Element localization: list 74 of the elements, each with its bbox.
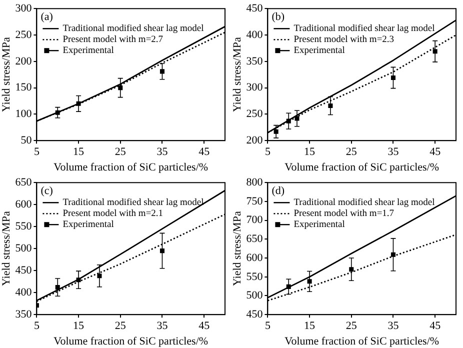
y-tick-label: 350	[246, 55, 264, 68]
legend-label: Traditional modified shear lag model	[294, 198, 436, 208]
y-tick-label: 250	[15, 28, 32, 41]
x-tick-label: 25	[346, 320, 358, 332]
x-tick-label: 35	[388, 146, 400, 158]
x-axis-title: Volume fraction of SiC particles/%	[284, 335, 440, 348]
y-tick-label: 450	[15, 264, 32, 276]
annotation: (b)	[272, 10, 285, 23]
x-tick-label: 5	[34, 320, 40, 332]
y-tick-label: 600	[15, 198, 32, 210]
y-axis-title: Yield stress/MPa	[0, 211, 12, 286]
legend-label: Traditional modified shear lag model	[62, 24, 204, 34]
point	[160, 69, 164, 74]
x-tick-label: 45	[198, 146, 210, 158]
legend-label: Experimental	[294, 46, 346, 56]
x-axis-title: Volume fraction of SiC particles/%	[284, 161, 440, 174]
annotation: (a)	[40, 10, 54, 23]
x-tick-label: 35	[156, 146, 168, 158]
y-tick-label: 700	[246, 214, 264, 226]
y-tick-label: 350	[15, 308, 32, 320]
y-tick-label: 500	[15, 242, 32, 254]
x-axis-title: Volume fraction of SiC particles/%	[54, 161, 208, 174]
annotation: (c)	[40, 184, 54, 197]
y-tick-label: 50	[20, 134, 32, 146]
x-tick-label: 35	[156, 320, 168, 332]
annotation: (d)	[272, 184, 285, 197]
x-tick-label: 45	[430, 146, 442, 158]
x-tick-label: 45	[430, 320, 442, 332]
y-tick-label: 400	[246, 28, 264, 41]
legend-label: Experimental	[62, 220, 114, 230]
x-axis-title: Volume fraction of SiC particles/%	[54, 335, 208, 348]
y-tick-label: 750	[246, 195, 264, 208]
y-tick-label: 150	[15, 82, 32, 94]
y-tick-label: 200	[15, 55, 32, 68]
legend-label: Traditional modified shear lag model	[62, 198, 204, 208]
x-tick-label: 25	[346, 146, 358, 158]
legend-label: Experimental	[62, 46, 114, 56]
y-axis-title: Yield stress/MPa	[231, 211, 244, 286]
y-tick-label: 450	[246, 308, 264, 320]
legend-label: Present model with m=2.7	[62, 35, 164, 46]
y-axis-title: Yield stress/MPa	[231, 37, 244, 112]
x-tick-label: 25	[114, 320, 126, 332]
y-tick-label: 800	[246, 176, 264, 188]
y-tick-label: 550	[246, 270, 264, 283]
point	[390, 76, 396, 80]
x-tick-label: 5	[264, 320, 271, 332]
x-tick-label: 5	[264, 146, 271, 158]
x-tick-label: 35	[388, 320, 400, 332]
y-tick-label: 550	[15, 220, 32, 232]
legend-label: Experimental	[294, 220, 346, 230]
y-tick-label: 500	[246, 290, 264, 302]
y-axis-title: Yield stress/MPa	[0, 37, 12, 112]
x-tick-label: 15	[73, 320, 85, 332]
x-tick-label: 15	[73, 146, 85, 158]
y-tick-label: 300	[246, 82, 264, 94]
legend-label: Present model with m=2.3	[294, 35, 394, 46]
y-tick-label: 600	[246, 252, 264, 264]
y-tick-label: 450	[246, 2, 264, 14]
point	[160, 248, 164, 254]
legend-label: Present model with m=1.7	[294, 209, 394, 220]
y-tick-label: 250	[246, 108, 264, 120]
x-tick-label: 15	[304, 146, 316, 158]
x-tick-label: 25	[114, 146, 126, 158]
y-tick-label: 200	[246, 134, 264, 146]
legend-label: Present model with m=2.1	[62, 209, 164, 220]
y-tick-label: 400	[15, 286, 32, 298]
y-tick-label: 300	[15, 2, 32, 14]
x-tick-label: 5	[34, 146, 40, 158]
x-tick-label: 15	[304, 320, 316, 332]
y-tick-label: 650	[246, 233, 264, 246]
legend-label: Traditional modified shear lag model	[294, 24, 436, 34]
x-tick-label: 45	[198, 320, 210, 332]
y-tick-label: 650	[15, 176, 32, 188]
y-tick-label: 100	[15, 108, 32, 120]
